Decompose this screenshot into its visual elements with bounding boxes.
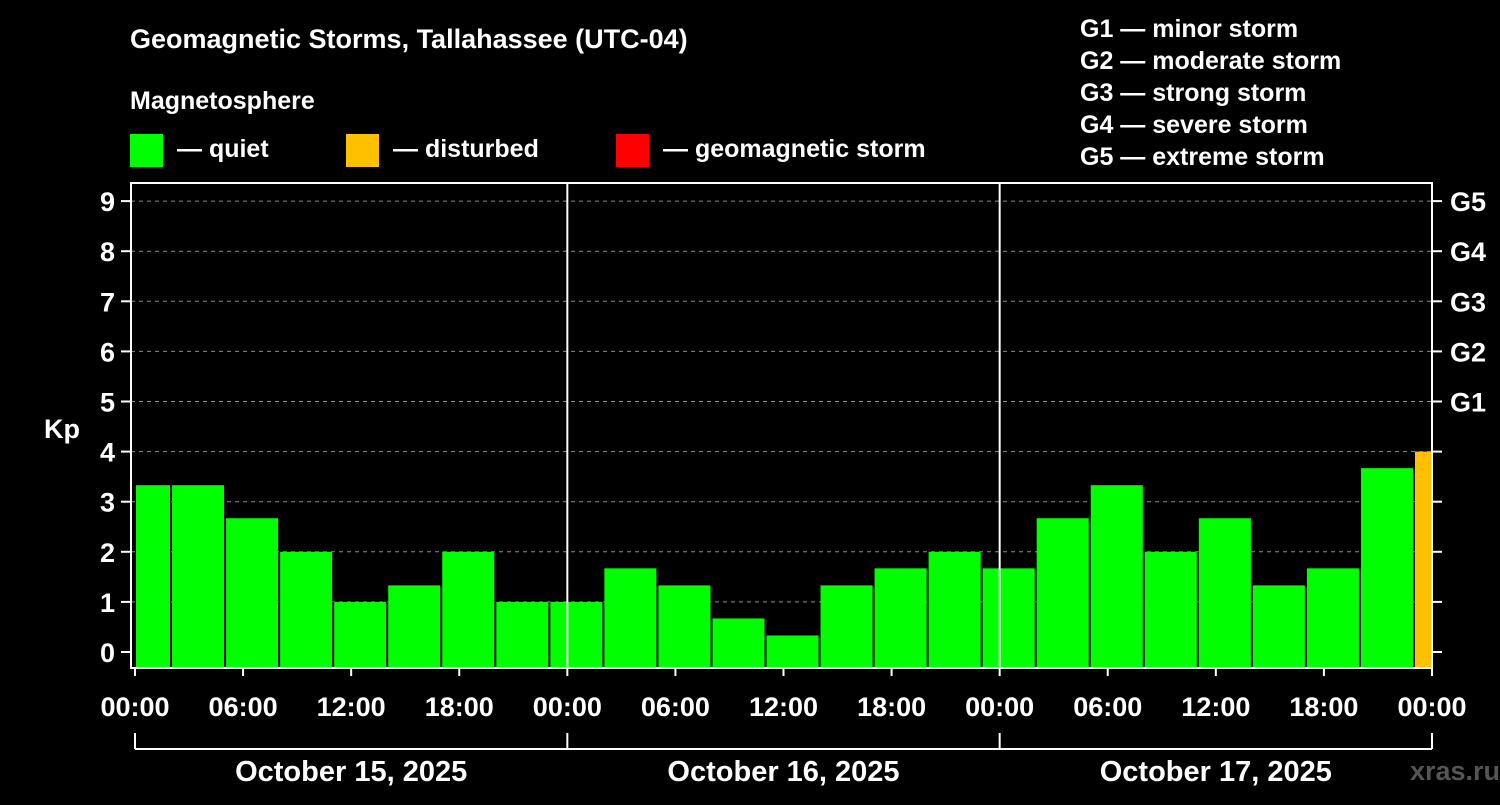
- g-scale-label: G1: [1450, 388, 1486, 418]
- kp-bar: [550, 601, 603, 668]
- g-scale-label: G4: [1450, 237, 1486, 267]
- g-scale-axis: G1 G2 G3 G4 G5: [1432, 187, 1486, 653]
- kp-bar: [1414, 451, 1431, 668]
- x-axis: 00:00 06:00 12:00 18:00 00:00 06:00 12:00 18:00…: [100, 668, 1467, 722]
- g-scale-label: G3: [1450, 287, 1486, 317]
- kp-bar: [1090, 485, 1143, 668]
- kp-bar: [442, 551, 495, 668]
- kp-bar: [874, 568, 927, 668]
- storm-scale-item: G2 — moderate storm: [1080, 47, 1341, 75]
- date-label: October 15, 2025: [235, 756, 467, 788]
- kp-bar: [712, 618, 765, 668]
- y-tick-label: 2: [100, 538, 115, 568]
- legend-swatch-0: [130, 134, 163, 167]
- x-tick-label: 18:00: [425, 692, 494, 722]
- x-tick-label: 00:00: [100, 692, 169, 722]
- kp-bar: [766, 635, 819, 668]
- y-axis: 0 1 2 3 4 5 6 7 8 9: [100, 187, 131, 668]
- legend-label-2: — geomagnetic storm: [663, 135, 926, 163]
- legend-swatch-2: [616, 134, 649, 167]
- storm-scale-item: G1 — minor storm: [1080, 15, 1298, 43]
- grid: [131, 200, 1432, 603]
- kp-bar: [604, 568, 657, 668]
- kp-bar: [1198, 518, 1251, 668]
- bars: [136, 451, 1431, 668]
- g-scale-label: G2: [1450, 337, 1486, 367]
- legend-label-0: — quiet: [177, 135, 269, 163]
- y-tick-label: 4: [100, 438, 115, 468]
- kp-bar: [1144, 551, 1197, 668]
- y-tick-label: 0: [100, 638, 115, 668]
- kp-bar: [496, 601, 549, 668]
- x-tick-label: 06:00: [209, 692, 278, 722]
- storm-scale-item: G4 — severe storm: [1080, 111, 1308, 139]
- legend-heading: Magnetosphere: [130, 87, 315, 115]
- kp-bar: [658, 585, 711, 668]
- x-tick-label: 18:00: [1289, 692, 1358, 722]
- kp-bar: [1036, 518, 1089, 668]
- legend: — quiet — disturbed — geomagnetic storm: [130, 134, 926, 167]
- y-tick-label: 6: [100, 337, 115, 367]
- storm-scale-legend: G1 — minor storm G2 — moderate storm G3 — …: [1080, 15, 1341, 171]
- date-label: October 16, 2025: [667, 756, 899, 788]
- kp-bar: [820, 585, 873, 668]
- x-tick-label: 00:00: [1397, 692, 1466, 722]
- y-tick-label: 5: [100, 388, 115, 418]
- kp-bar: [280, 551, 333, 668]
- x-tick-label: 12:00: [749, 692, 818, 722]
- kp-bar: [136, 485, 171, 668]
- date-axis: October 15, 2025 October 16, 2025 October …: [134, 733, 1433, 788]
- y-tick-label: 1: [100, 588, 115, 618]
- storm-scale-item: G3 — strong storm: [1080, 79, 1306, 107]
- chart-title: Geomagnetic Storms, Tallahassee (UTC-04): [130, 24, 688, 54]
- g-scale-label: G5: [1450, 187, 1486, 217]
- kp-bar: [388, 585, 441, 668]
- x-tick-label: 06:00: [641, 692, 710, 722]
- legend-label-1: — disturbed: [393, 135, 539, 163]
- kp-bar: [1252, 585, 1305, 668]
- watermark: xras.ru: [1410, 756, 1500, 786]
- kp-bar: [1360, 468, 1413, 668]
- x-tick-label: 00:00: [533, 692, 602, 722]
- legend-swatch-1: [346, 134, 379, 167]
- kp-bar: [1306, 568, 1359, 668]
- date-label: October 17, 2025: [1100, 756, 1332, 788]
- kp-bar: [928, 551, 981, 668]
- y-tick-label: 3: [100, 488, 115, 518]
- plot-border: [130, 182, 1433, 669]
- kp-bar: [226, 518, 279, 668]
- y-axis-label: Kp: [44, 414, 80, 444]
- y-tick-label: 9: [100, 187, 115, 217]
- kp-bar: [982, 568, 1035, 668]
- storm-scale-item: G5 — extreme storm: [1080, 143, 1325, 171]
- y-tick-label: 7: [100, 287, 115, 317]
- plot-frame: [130, 182, 1433, 669]
- kp-bar: [334, 601, 387, 668]
- x-tick-label: 00:00: [965, 692, 1034, 722]
- x-tick-label: 12:00: [317, 692, 386, 722]
- kp-bar: [172, 485, 225, 668]
- y-tick-label: 8: [100, 237, 115, 267]
- x-tick-label: 12:00: [1181, 692, 1250, 722]
- x-tick-label: 18:00: [857, 692, 926, 722]
- x-tick-label: 06:00: [1073, 692, 1142, 722]
